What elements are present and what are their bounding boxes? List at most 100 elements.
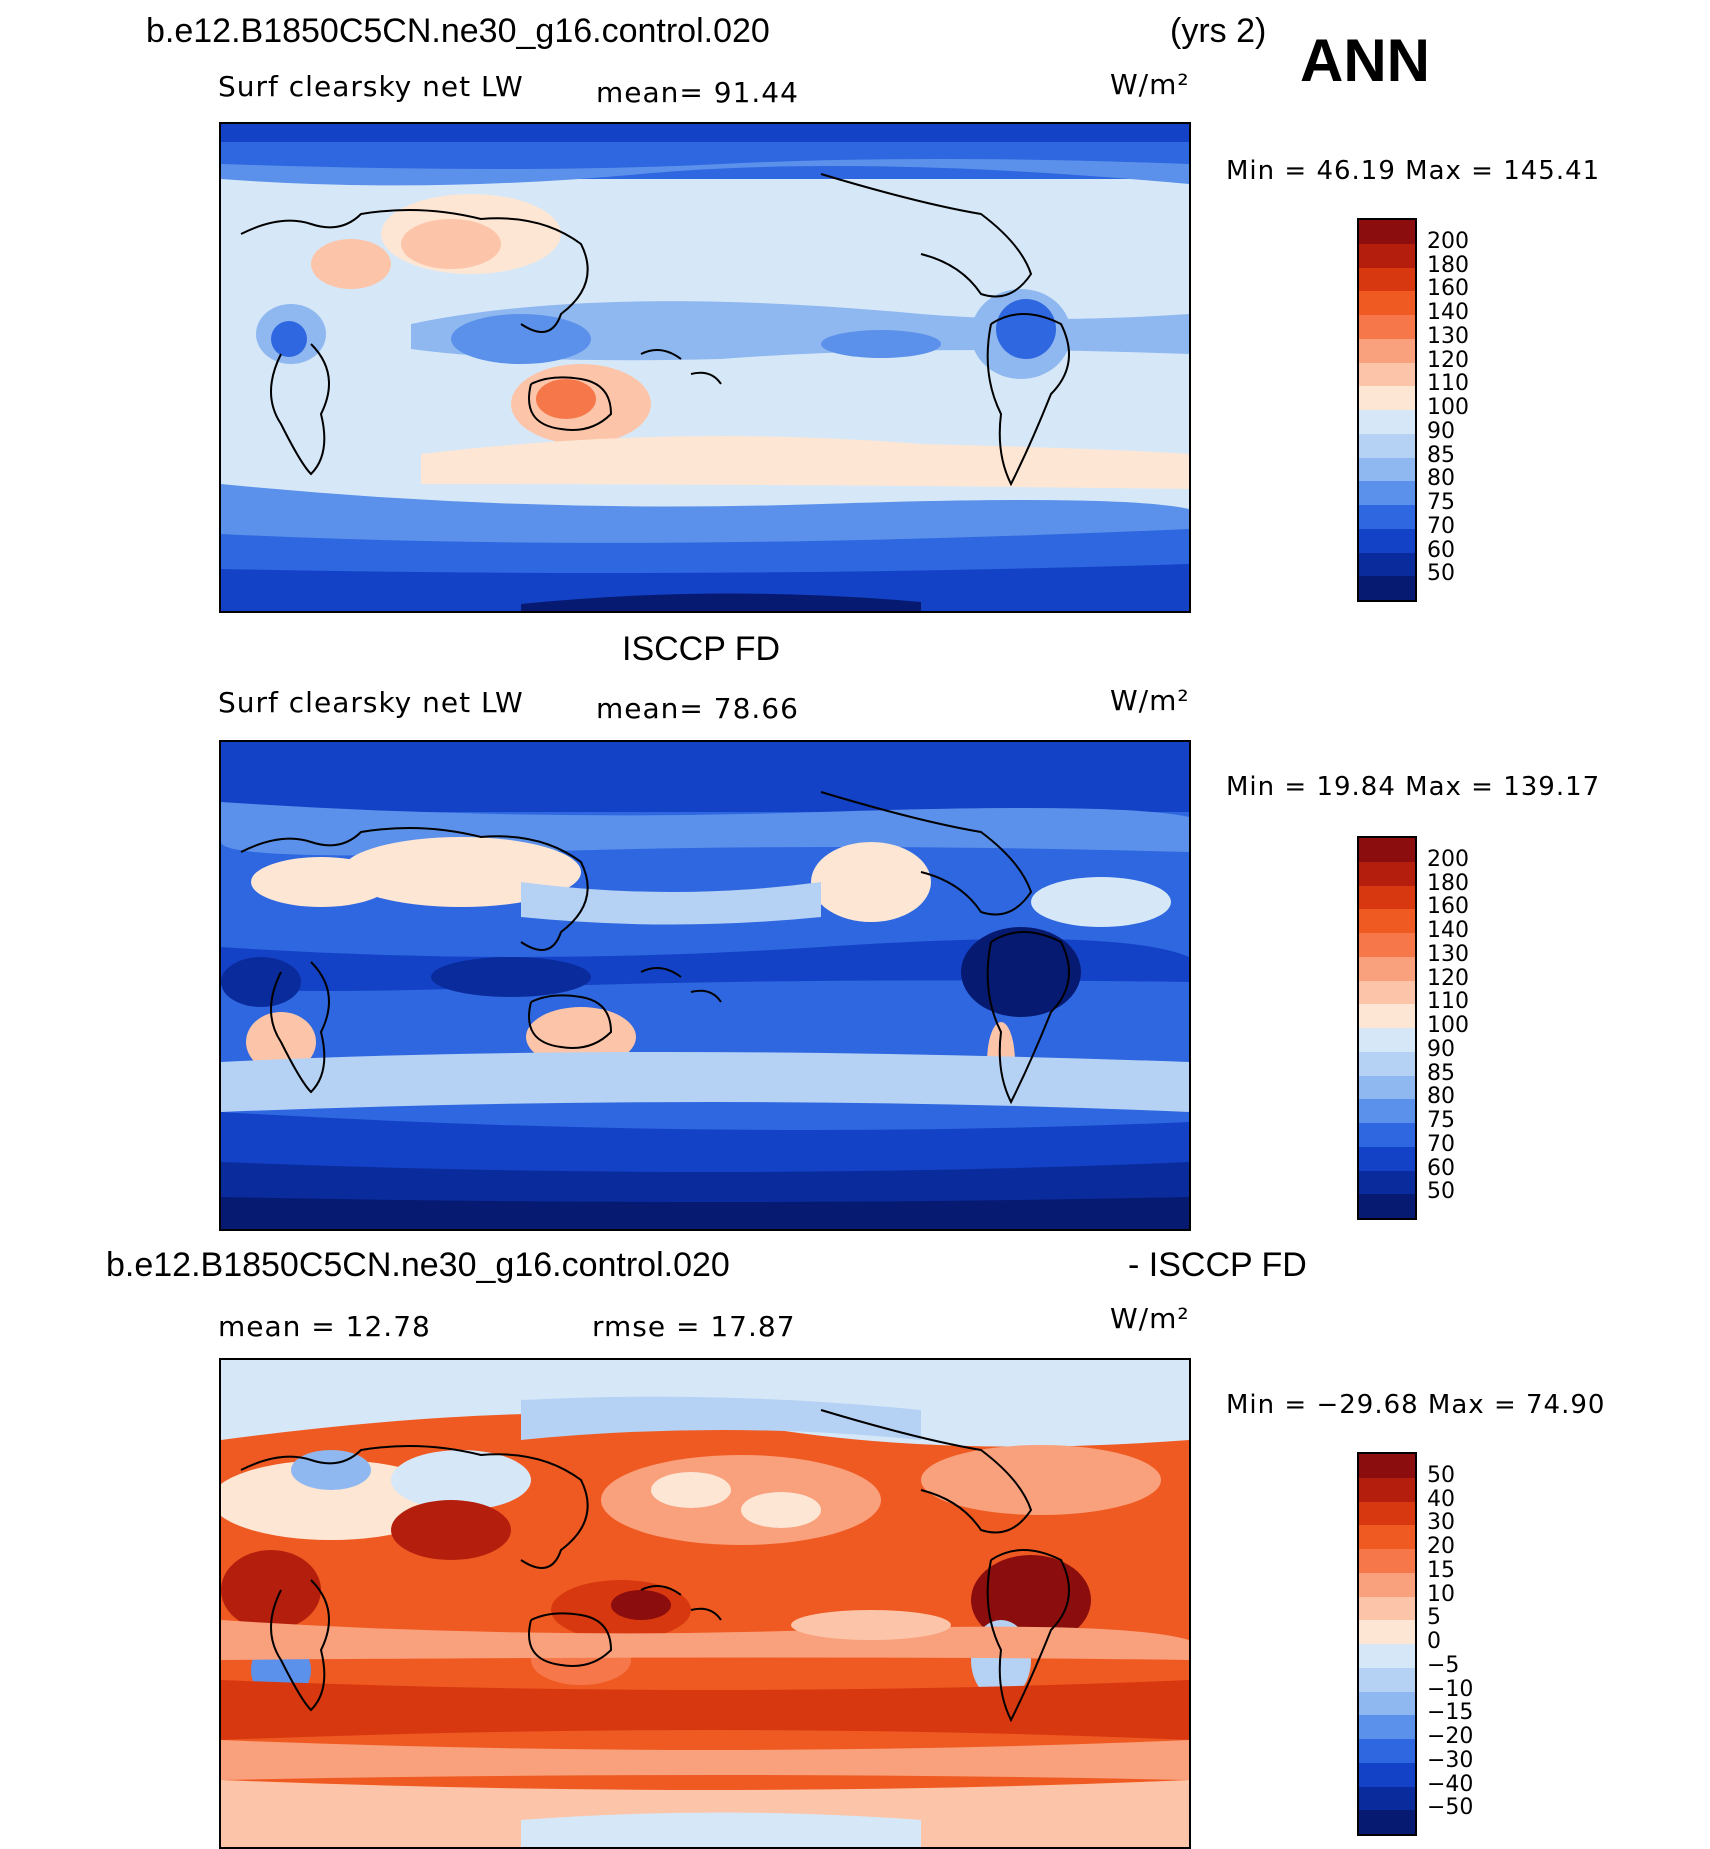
colorbar-tick-label: −50 [1427, 1795, 1474, 1821]
colorbar-tick-label: 60 [1427, 1155, 1455, 1181]
colorbar-tick-label: −20 [1427, 1724, 1474, 1749]
colorbar-segment [1359, 1739, 1415, 1764]
panel1-map [219, 122, 1191, 613]
colorbar-tick-label: 90 [1427, 418, 1455, 444]
colorbar-segment [1359, 1525, 1415, 1550]
colorbar-segment [1359, 1644, 1415, 1669]
colorbar-segment [1359, 1170, 1415, 1196]
colorbar-segment [1359, 1786, 1415, 1812]
colorbar-segment [1359, 505, 1415, 530]
panel2-mean: mean= 78.66 [596, 692, 799, 725]
colorbar-tick-label: 200 [1427, 228, 1469, 254]
panel1-variable: Surf clearsky net LW [218, 70, 524, 103]
colorbar-segment [1359, 457, 1415, 483]
colorbar-segment [1359, 552, 1415, 578]
colorbar-segment [1359, 1501, 1415, 1527]
panel3-map [219, 1358, 1191, 1849]
colorbar-tick-label: 110 [1427, 371, 1469, 397]
panel2-variable: Surf clearsky net LW [218, 686, 524, 719]
panel2-map [219, 740, 1191, 1231]
colorbar-segment [1359, 1810, 1415, 1834]
panel3-mean: mean = 12.78 [218, 1310, 431, 1343]
colorbar-tick-label: 10 [1427, 1581, 1455, 1607]
colorbar-segment [1359, 410, 1415, 435]
colorbar-tick-label: 200 [1427, 846, 1469, 872]
colorbar-segment [1359, 386, 1415, 411]
colorbar-tick-label: 0 [1427, 1629, 1441, 1654]
colorbar-segment [1359, 1572, 1415, 1598]
panel1-units: W/m² [1110, 68, 1190, 101]
colorbar-segment [1359, 885, 1415, 911]
colorbar-tick-label: 40 [1427, 1486, 1455, 1512]
colorbar-tick-label: 90 [1427, 1036, 1455, 1062]
colorbar-tick-label: 5 [1427, 1605, 1441, 1631]
colorbar-segment [1359, 1667, 1415, 1693]
colorbar-tick-label: 50 [1427, 1179, 1455, 1205]
colorbar-tick-label: 85 [1427, 442, 1455, 468]
colorbar-segment [1359, 267, 1415, 293]
colorbar-tick-label: −10 [1427, 1676, 1474, 1702]
colorbar-tick-label: 120 [1427, 965, 1469, 991]
colorbar-segment [1359, 1123, 1415, 1148]
panel3-title-left: b.e12.B1850C5CN.ne30_g16.control.020 [106, 1246, 730, 1284]
panel1-colorbar [1357, 218, 1417, 602]
colorbar-segment [1359, 1715, 1415, 1740]
colorbar-segment [1359, 861, 1415, 887]
colorbar-tick-label: −30 [1427, 1747, 1474, 1773]
colorbar-tick-label: 50 [1427, 1462, 1455, 1488]
colorbar-segment [1359, 1691, 1415, 1717]
colorbar-segment [1359, 528, 1415, 554]
colorbar-tick-label: 15 [1427, 1557, 1455, 1583]
panel1-minmax: Min = 46.19 Max = 145.41 [1226, 156, 1601, 186]
colorbar-segment [1359, 1099, 1415, 1124]
case-title: b.e12.B1850C5CN.ne30_g16.control.020 [146, 12, 770, 50]
panel3-units: W/m² [1110, 1302, 1190, 1335]
colorbar-segment [1359, 1596, 1415, 1622]
colorbar-tick-label: −5 [1427, 1652, 1460, 1678]
colorbar-segment [1359, 338, 1415, 364]
colorbar-segment [1359, 576, 1415, 600]
colorbar-segment [1359, 1194, 1415, 1218]
colorbar-tick-label: 160 [1427, 276, 1469, 302]
panel3-minmax: Min = −29.68 Max = 74.90 [1226, 1390, 1606, 1420]
colorbar-tick-label: 130 [1427, 941, 1469, 967]
colorbar-tick-label: 70 [1427, 513, 1455, 539]
colorbar-segment [1359, 980, 1415, 1006]
colorbar-segment [1359, 1075, 1415, 1101]
colorbar-tick-label: 75 [1427, 1108, 1455, 1133]
colorbar-segment [1359, 1762, 1415, 1788]
years-label: (yrs 2) [1170, 12, 1267, 50]
colorbar-segment [1359, 433, 1415, 459]
colorbar-segment [1359, 1454, 1415, 1479]
colorbar-segment [1359, 291, 1415, 316]
colorbar-segment [1359, 1051, 1415, 1077]
colorbar-tick-label: −15 [1427, 1700, 1474, 1726]
colorbar-segment [1359, 1028, 1415, 1053]
colorbar-tick-label: 80 [1427, 466, 1455, 492]
colorbar-tick-label: 30 [1427, 1510, 1455, 1536]
colorbar-tick-label: 130 [1427, 323, 1469, 349]
panel3-title-right: - ISCCP FD [1128, 1246, 1307, 1284]
colorbar-tick-label: 160 [1427, 894, 1469, 920]
colorbar-tick-label: 180 [1427, 252, 1469, 278]
panel1-mean: mean= 91.44 [596, 76, 799, 109]
panel3-rmse: rmse = 17.87 [592, 1310, 796, 1343]
colorbar-tick-label: 75 [1427, 490, 1455, 515]
colorbar-segment [1359, 933, 1415, 958]
panel2-minmax: Min = 19.84 Max = 139.17 [1226, 772, 1601, 802]
colorbar-segment [1359, 1477, 1415, 1503]
colorbar-tick-label: 100 [1427, 1013, 1469, 1038]
colorbar-tick-label: 85 [1427, 1060, 1455, 1086]
panel2-colorbar [1357, 836, 1417, 1220]
colorbar-segment [1359, 909, 1415, 934]
panel2-title: ISCCP FD [622, 630, 781, 668]
colorbar-segment [1359, 481, 1415, 506]
colorbar-segment [1359, 362, 1415, 388]
colorbar-tick-label: 20 [1427, 1534, 1455, 1559]
colorbar-tick-label: 80 [1427, 1084, 1455, 1110]
colorbar-tick-label: 120 [1427, 347, 1469, 373]
panel3-colorbar [1357, 1452, 1417, 1836]
colorbar-segment [1359, 220, 1415, 245]
colorbar-tick-label: 50 [1427, 561, 1455, 587]
colorbar-tick-label: 140 [1427, 918, 1469, 943]
